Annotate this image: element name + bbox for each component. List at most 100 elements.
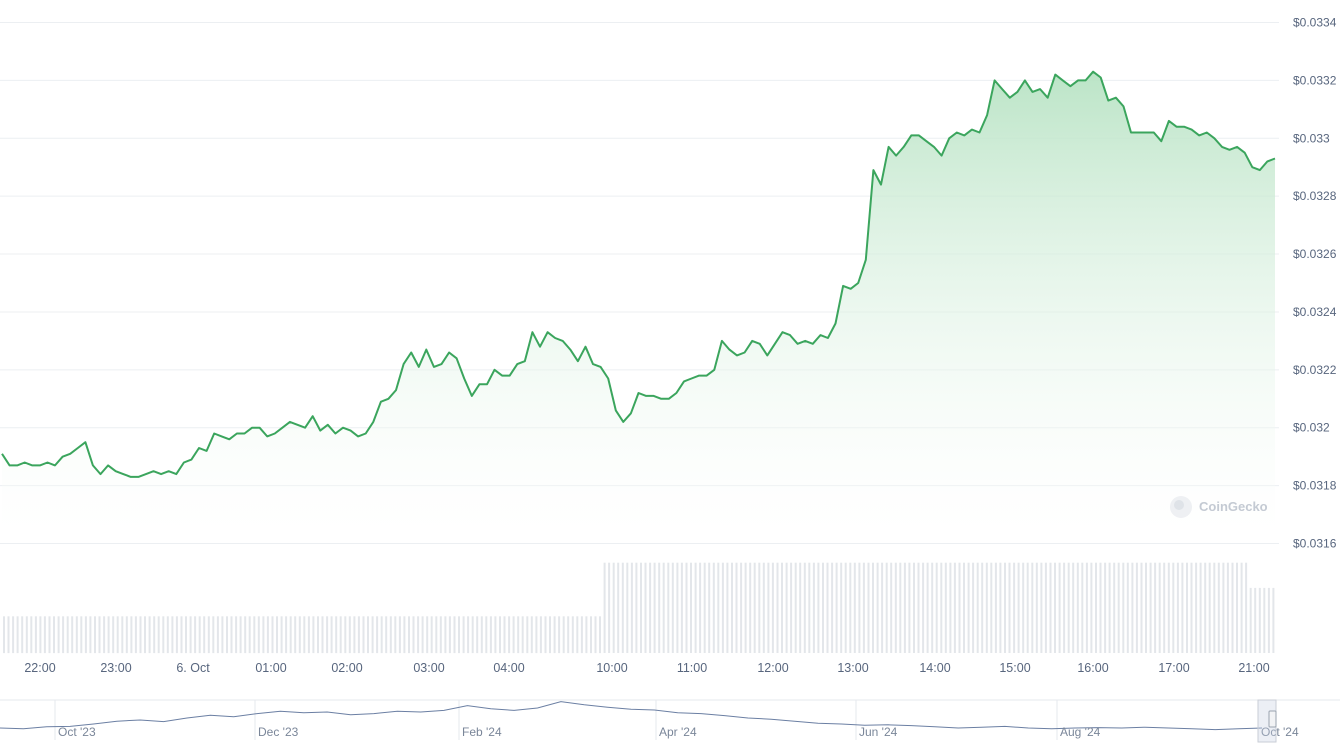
volume-bar [667,562,670,653]
navigator-tick-label: Aug '24 [1060,725,1101,739]
volume-bar [708,562,711,653]
volume-bar [1054,562,1056,653]
volume-bar [162,616,165,654]
volume-bar [671,562,674,653]
volume-bar [963,562,965,653]
volume-bar [1049,562,1052,653]
volume-bar [421,616,424,654]
volume-bar [1026,562,1029,653]
volume-bar [849,562,852,653]
volume-bar [485,616,488,654]
volume-bar [799,562,802,653]
volume-bar [1149,562,1152,653]
volume-bar [717,562,720,653]
volume-bar [16,616,19,654]
price-area [2,71,1275,533]
volume-bar [926,562,929,653]
volume-bar [526,616,529,654]
volume-bar [257,616,260,654]
volume-bar [553,616,556,654]
y-tick-label: $0.0328 [1293,189,1337,203]
volume-bar [517,616,520,654]
volume-bar [917,562,920,653]
navigator-tick-label: Dec '23 [258,725,299,739]
volume-bar [967,562,970,653]
volume-bar [1126,562,1129,653]
volume-bar [353,616,356,654]
volume-bar [558,616,561,654]
x-tick-label: 22:00 [24,661,55,675]
volume-bar [890,562,893,653]
watermark: CoinGecko [1170,496,1268,518]
volume-bar [1140,562,1143,653]
volume-bar [462,616,465,654]
volume-bar [21,616,24,654]
volume-bar [226,616,228,654]
volume-bar [367,616,369,654]
volume-bar [862,562,865,653]
volume-bar [1204,562,1207,653]
volume-bar [894,562,897,653]
volume-bar [1258,587,1261,653]
volume-bar [1208,562,1211,653]
volume-bar [435,616,438,654]
volume-bar [489,616,492,654]
volume-bar [758,562,761,653]
volume-bar [1081,562,1084,653]
volume-bar [7,616,10,654]
navigator-tick-label: Feb '24 [462,725,502,739]
volume-bar [330,616,333,654]
volume-bar [476,616,479,654]
volume-bar [230,616,233,654]
volume-bar [153,616,156,654]
y-tick-label: $0.0316 [1293,537,1337,551]
volume-bar [576,616,579,654]
y-tick-label: $0.033 [1293,131,1330,145]
volume-bar [1090,562,1093,653]
volume-bar [203,616,206,654]
x-tick-label: 11:00 [677,661,707,675]
x-tick-label: 15:00 [999,661,1030,675]
volume-bar [740,562,743,653]
volume-bar [139,616,142,654]
volume-bar [699,562,702,653]
volume-bar [171,616,174,654]
volume-bar [908,562,911,653]
volume-bar [790,562,793,653]
x-tick-label: 17:00 [1158,661,1189,675]
volume-bar [1017,562,1020,653]
volume-bar [567,616,570,654]
volume-bar [48,616,51,654]
volume-bar [271,616,274,654]
volume-bar [649,562,652,653]
volume-bar [990,562,993,653]
volume-bar [1222,562,1225,653]
volume-bar [744,562,747,653]
volume-bar [994,562,997,653]
volume-bar [403,616,406,654]
volume-bar [1217,562,1220,653]
volume-bar [339,616,342,654]
volume-bar [1172,562,1175,653]
volume-bar [1044,562,1047,653]
volume-bar [749,562,752,653]
x-tick-label: 01:00 [255,661,286,675]
volume-bar [75,616,78,654]
navigator-tick-label: Oct '23 [58,725,96,739]
volume-bar [867,562,870,653]
volume-bar [499,616,501,654]
volume-bar [580,616,583,654]
volume-bar [1040,562,1043,653]
volume-bar [312,616,315,654]
volume-bar [653,562,656,653]
x-tick-label: 12:00 [757,661,788,675]
volume-bar [721,562,724,653]
volume-bar [603,562,606,653]
volume-bar [467,616,470,654]
volume-bar [949,562,952,653]
volume-bar [1085,562,1088,653]
volume-bar [125,616,128,654]
navigator-handle[interactable] [1268,710,1277,728]
volume-bar [1181,562,1184,653]
volume-bar [1031,562,1034,653]
